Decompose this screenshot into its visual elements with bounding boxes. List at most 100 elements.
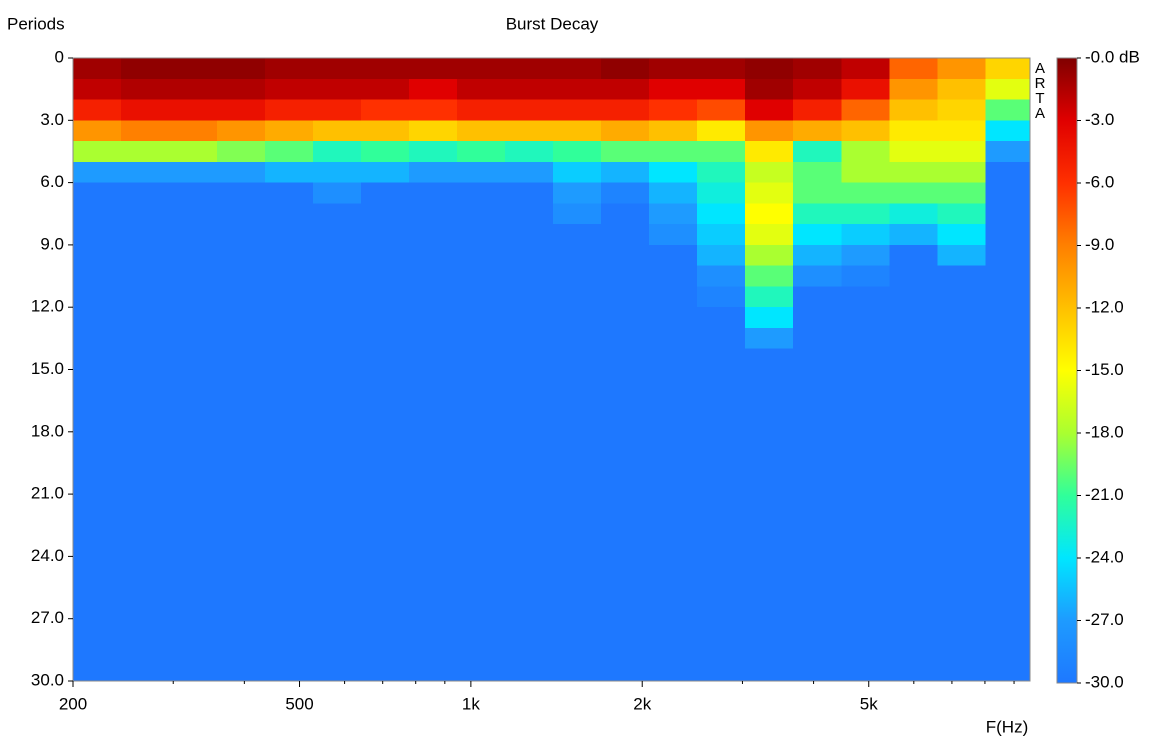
cell: [265, 99, 314, 121]
cell: [409, 182, 458, 204]
cell: [216, 99, 266, 121]
cell: [169, 120, 218, 142]
cell: [937, 161, 986, 184]
cell: [360, 161, 410, 184]
cell: [553, 58, 602, 80]
cell: [73, 120, 122, 142]
cell: [121, 78, 170, 101]
cell: [937, 265, 986, 287]
cell: [121, 348, 170, 370]
cell: [937, 244, 986, 267]
cell: [409, 78, 458, 101]
cell: [745, 203, 794, 225]
x-tick-label: 5k: [860, 694, 878, 713]
cell: [793, 265, 842, 287]
cell: [505, 286, 554, 308]
cell: [553, 99, 602, 121]
cell: [360, 286, 410, 308]
cell: [649, 161, 698, 184]
cell: [216, 286, 266, 308]
cell: [889, 348, 938, 370]
cell: [360, 141, 410, 163]
y-tick-label: 24.0: [31, 546, 64, 565]
cell: [312, 224, 362, 246]
cell: [601, 224, 650, 246]
cell: [169, 182, 218, 204]
cell: [793, 78, 842, 101]
cell: [601, 120, 650, 142]
cell: [697, 141, 746, 163]
cell: [312, 348, 362, 370]
cell: [73, 244, 122, 267]
cell: [360, 78, 410, 101]
cell: [505, 161, 554, 184]
cell: [457, 244, 506, 267]
cell: [457, 99, 506, 121]
cell: [889, 182, 938, 204]
cell: [312, 307, 362, 329]
cell: [889, 161, 938, 184]
cell: [745, 244, 794, 267]
cell: [697, 265, 746, 287]
cell: [601, 369, 650, 682]
cell: [216, 161, 266, 184]
cell: [121, 286, 170, 308]
cell: [889, 244, 938, 267]
cell: [457, 78, 506, 101]
cell: [216, 265, 266, 287]
cell: [841, 327, 890, 350]
cell: [841, 265, 890, 287]
cell: [312, 99, 362, 121]
cell: [505, 327, 554, 350]
cell: [553, 182, 602, 204]
cell: [216, 224, 266, 246]
y-tick-label: 18.0: [31, 421, 64, 440]
cell: [312, 58, 362, 80]
cell: [265, 224, 314, 246]
cell: [73, 58, 122, 80]
colorbar-tick-label: -9.0: [1085, 235, 1114, 254]
cell: [985, 265, 1031, 287]
cell: [697, 327, 746, 350]
cell: [841, 244, 890, 267]
cell: [697, 244, 746, 267]
cell: [73, 369, 122, 682]
cell: [73, 224, 122, 246]
cell: [216, 120, 266, 142]
cell: [841, 369, 890, 682]
cell: [360, 58, 410, 80]
cell: [409, 161, 458, 184]
cell: [409, 203, 458, 225]
cell: [360, 99, 410, 121]
cell: [649, 141, 698, 163]
cell: [985, 99, 1031, 121]
y-tick-label: 0: [55, 47, 64, 66]
cell: [985, 307, 1031, 329]
cell: [697, 161, 746, 184]
cell: [265, 78, 314, 101]
cell: [889, 327, 938, 350]
cell: [312, 78, 362, 101]
cell: [889, 141, 938, 163]
cell: [601, 203, 650, 225]
cell: [312, 120, 362, 142]
cell: [649, 224, 698, 246]
y-tick-label: 15.0: [31, 359, 64, 378]
cell: [745, 120, 794, 142]
chart-title: Burst Decay: [506, 14, 599, 33]
x-tick-label: 500: [285, 694, 313, 713]
cell: [793, 161, 842, 184]
cell: [601, 161, 650, 184]
cell: [553, 307, 602, 329]
cell: [793, 307, 842, 329]
cell: [841, 120, 890, 142]
cell: [697, 369, 746, 682]
cell: [601, 58, 650, 80]
cell: [745, 58, 794, 80]
cell: [121, 265, 170, 287]
cell: [457, 182, 506, 204]
cell: [889, 224, 938, 246]
cell: [985, 286, 1031, 308]
cell: [73, 286, 122, 308]
cell: [793, 244, 842, 267]
